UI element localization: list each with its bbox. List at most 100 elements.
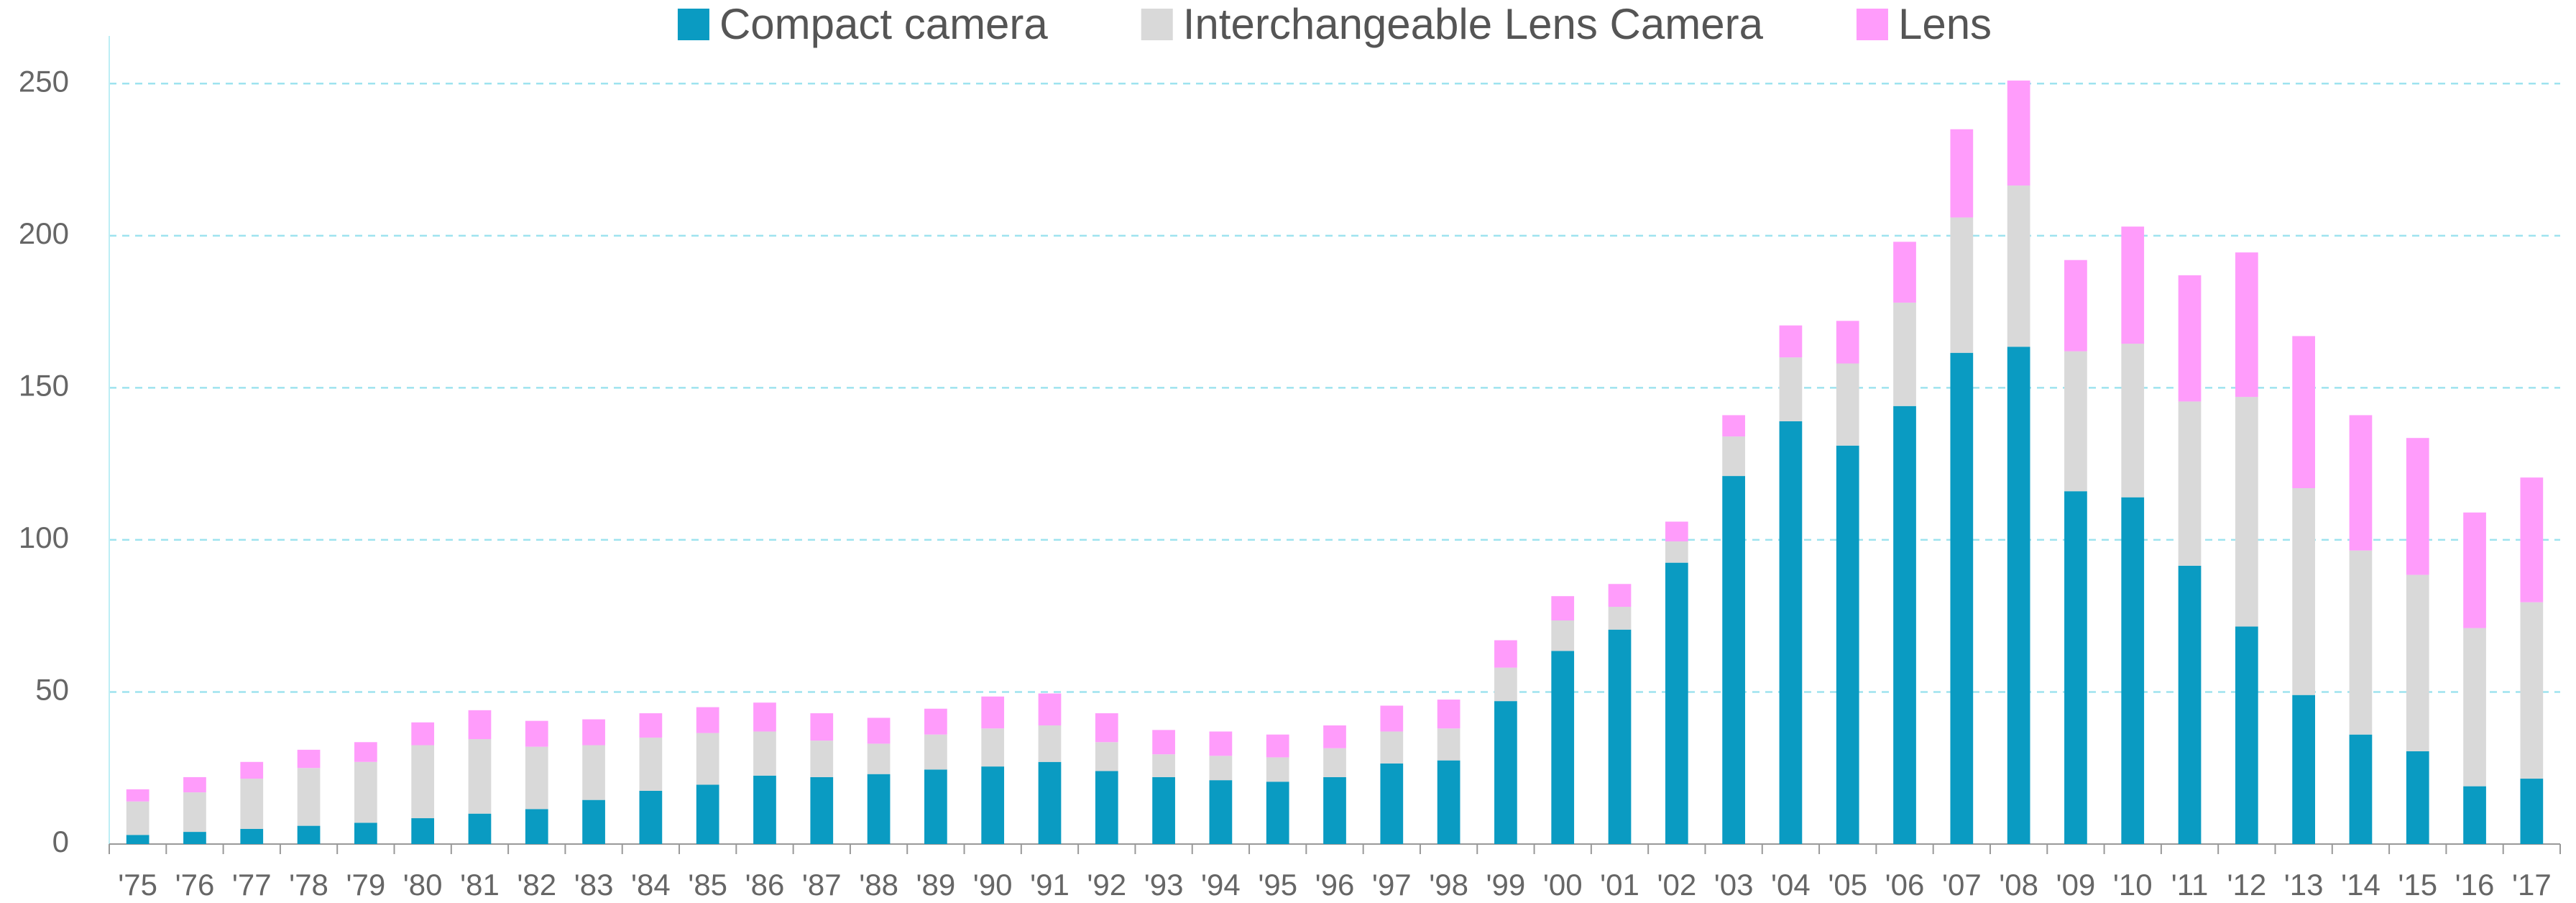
x-tick-label: '78 <box>289 868 328 902</box>
bar-segment <box>582 719 605 746</box>
bar-segment <box>1665 521 1688 542</box>
bar-segment <box>2406 751 2429 844</box>
x-tick-label: '06 <box>1885 868 1925 902</box>
bar-segment <box>753 731 776 776</box>
x-tick-label: '01 <box>1600 868 1639 902</box>
x-tick-label: '09 <box>2056 868 2096 902</box>
x-tick-label: '08 <box>1999 868 2038 902</box>
bar-segment <box>1836 363 1859 446</box>
bar-segment <box>2463 512 2486 628</box>
x-tick-label: '13 <box>2284 868 2324 902</box>
bar-segment <box>1722 436 1745 477</box>
bar-segment <box>2349 550 2373 735</box>
bar-segment <box>2178 565 2202 844</box>
x-tick-label: '93 <box>1144 868 1184 902</box>
x-tick-label: '15 <box>2398 868 2437 902</box>
bar-segment <box>2235 626 2258 844</box>
x-tick-label: '92 <box>1087 868 1126 902</box>
y-tick-label: 250 <box>19 64 69 98</box>
bar-segment <box>867 774 891 844</box>
bar-segment <box>582 799 605 844</box>
bar-segment <box>411 745 435 819</box>
bar-segment <box>354 742 377 762</box>
bar-segment <box>1836 445 1859 844</box>
bar-segment <box>1608 607 1632 630</box>
bar-segment <box>2406 438 2429 575</box>
x-tick-label: '98 <box>1429 868 1468 902</box>
bar-segment <box>1950 129 1974 218</box>
bar-segment <box>2121 226 2145 344</box>
bar-segment <box>1608 584 1632 607</box>
bar-segment <box>1038 725 1062 762</box>
x-tick-label: '12 <box>2227 868 2266 902</box>
bar-segment <box>924 734 947 770</box>
bar-segment <box>1950 217 1974 353</box>
bar-segment <box>639 713 663 738</box>
x-tick-label: '99 <box>1486 868 1526 902</box>
x-tick-label: '82 <box>517 868 556 902</box>
bar-segment <box>753 702 776 732</box>
bar-segment <box>1437 728 1460 761</box>
legend-swatch <box>1141 9 1173 40</box>
bar-segment <box>2235 252 2258 398</box>
y-tick-label: 0 <box>52 825 69 858</box>
x-tick-label: '96 <box>1315 868 1355 902</box>
x-tick-label: '75 <box>118 868 157 902</box>
bar-segment <box>2064 491 2087 844</box>
bar-segment <box>1665 541 1688 563</box>
bar-segment <box>639 790 663 844</box>
bar-segment <box>1266 734 1289 758</box>
y-tick-label: 200 <box>19 216 69 250</box>
legend-label: Compact camera <box>719 0 1048 48</box>
bar-segment <box>126 835 150 844</box>
bar-segment <box>2406 574 2429 751</box>
x-tick-label: '86 <box>745 868 785 902</box>
bar-segment <box>240 779 264 829</box>
x-tick-label: '97 <box>1372 868 1412 902</box>
bar-segment <box>1095 742 1118 771</box>
bar-segment <box>1437 700 1460 729</box>
bar-segment <box>981 766 1005 844</box>
bar-segment <box>2349 734 2373 844</box>
bar-segment <box>1266 781 1289 844</box>
bar-segment <box>468 813 492 844</box>
y-tick-label: 50 <box>35 673 69 707</box>
x-tick-label: '87 <box>802 868 842 902</box>
bar-segment <box>1323 725 1346 748</box>
bar-segment <box>1494 667 1517 702</box>
bar-segment <box>2007 81 2030 186</box>
bar-segment <box>1893 405 1916 844</box>
bar-segment <box>1209 731 1233 756</box>
bar-segment <box>2349 415 2373 551</box>
y-tick-label: 150 <box>19 368 69 402</box>
bar-segment <box>2178 401 2202 566</box>
x-tick-label: '07 <box>1942 868 1982 902</box>
bar-segment <box>2520 602 2544 779</box>
bar-segment <box>1893 242 1916 303</box>
bar-segment <box>468 710 492 740</box>
bar-segment <box>2520 779 2544 844</box>
bar-segment <box>1608 629 1632 844</box>
bar-segment <box>183 792 206 833</box>
bar-segment <box>810 713 834 741</box>
bar-segment <box>1152 730 1175 755</box>
x-tick-label: '05 <box>1828 868 1867 902</box>
bar-segment <box>1209 780 1233 844</box>
x-tick-label: '14 <box>2341 868 2380 902</box>
bar-segment <box>1323 776 1346 844</box>
bar-segment <box>1722 476 1745 844</box>
bar-segment <box>525 746 548 810</box>
bar-segment <box>1494 701 1517 844</box>
bar-segment <box>1836 321 1859 364</box>
bar-segment <box>2007 347 2030 844</box>
bar-segment <box>981 696 1005 729</box>
bar-segment <box>126 789 150 802</box>
bar-segment <box>1038 693 1062 725</box>
bar-segment <box>297 749 321 769</box>
bar-segment <box>297 825 321 844</box>
bar-segment <box>1266 757 1289 782</box>
bar-segment <box>582 745 605 800</box>
bar-segment <box>867 743 891 774</box>
legend-label: Interchangeable Lens Camera <box>1183 0 1764 48</box>
bar-segment <box>2121 344 2145 498</box>
